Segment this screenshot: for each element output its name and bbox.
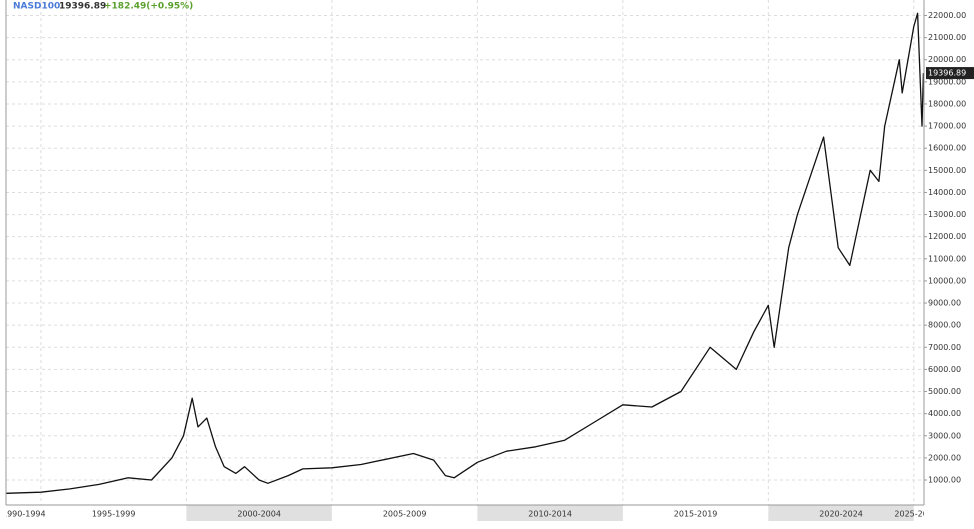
y-tick-label: 14000.00 [928,188,966,197]
y-tick-label: 13000.00 [928,210,966,219]
y-tick-label: 5000.00 [928,387,961,396]
y-tick-label: 20000.00 [928,55,966,64]
x-tick-label: 2010-2014 [528,510,572,519]
y-tick-label: 1000.00 [928,476,961,485]
y-tick-label: 16000.00 [928,144,966,153]
price-tag: 19396.89 [928,69,966,78]
x-tick-label: 2020-2024 [819,510,863,519]
y-tick-label: 3000.00 [928,431,961,440]
x-band [768,505,914,521]
y-tick-label: 21000.00 [928,33,966,42]
price-line [5,12,925,494]
x-band [477,505,623,521]
y-tick-label: 8000.00 [928,321,961,330]
price-tag-box [926,67,974,80]
y-tick-label: 6000.00 [928,365,961,374]
y-tick-label: 19000.00 [928,77,966,86]
change: +182.49(+0.95%) [104,2,193,12]
x-tick-label: 2005-2009 [383,510,427,519]
x-tick-label: 1990-1994 [2,510,46,519]
y-tick-label: 18000.00 [928,99,966,108]
y-tick-label: 7000.00 [928,343,961,352]
y-tick-label: 15000.00 [928,166,966,175]
y-tick-label: 2000.00 [928,453,961,462]
symbol: NASD100 [13,2,60,12]
x-tick-label: 1995-1999 [92,510,136,519]
x-axis-labels: 1990-1994 1995-1999 2000-2004 2005-2009 2010… [2,510,938,519]
y-tick-label: 4000.00 [928,409,961,418]
x-tick-label: 2025-2025 [894,510,938,519]
x-band [186,505,332,521]
y-tick-label: 11000.00 [928,254,966,263]
x-tick-label: 2000-2004 [237,510,281,519]
y-tick-label: 22000.00 [928,11,966,20]
y-tick-label: 10000.00 [928,276,966,285]
last-price: 19396.89 [59,2,106,12]
y-tick-label: 9000.00 [928,299,961,308]
y-tick-label: 12000.00 [928,232,966,241]
y-tick-label: 17000.00 [928,122,966,131]
x-tick-label: 2015-2019 [674,510,718,519]
